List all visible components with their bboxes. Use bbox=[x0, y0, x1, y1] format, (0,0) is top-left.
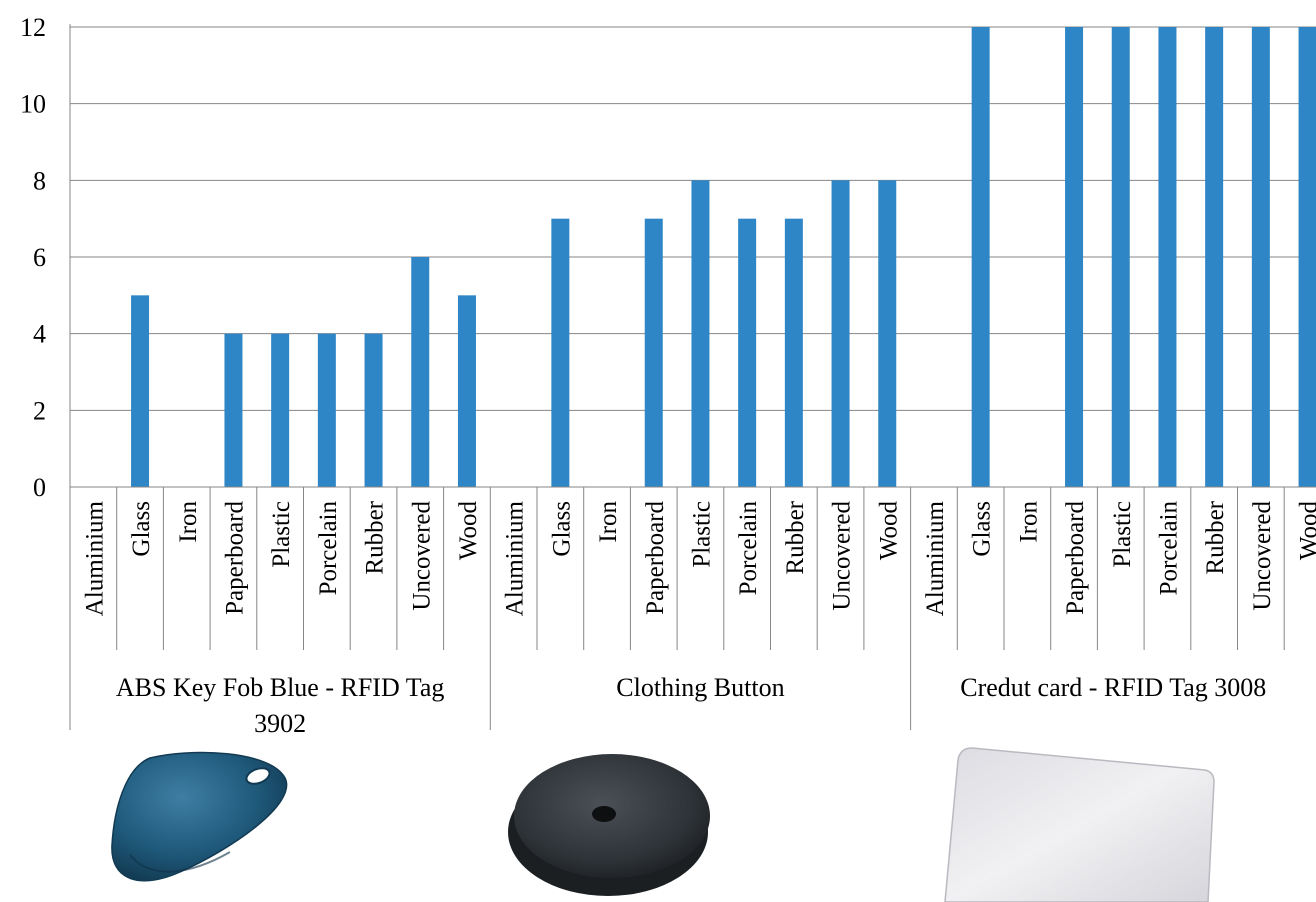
category-label: Plastic bbox=[268, 501, 295, 568]
bar bbox=[1205, 27, 1224, 487]
category-label: Paperboard bbox=[1062, 501, 1089, 615]
clothing-button-photo bbox=[508, 754, 710, 896]
bar bbox=[971, 27, 990, 487]
category-label: Uncovered bbox=[1249, 501, 1276, 611]
category-label: Wood bbox=[1296, 501, 1316, 561]
category-label: Aluminium bbox=[81, 500, 108, 616]
y-tick-label: 2 bbox=[33, 396, 46, 425]
group-label: ABS Key Fob Blue - RFID Tag bbox=[116, 673, 445, 702]
category-label: Plastic bbox=[1109, 501, 1136, 568]
category-label: Porcelain bbox=[1155, 501, 1182, 596]
category-label: Rubber bbox=[362, 500, 389, 574]
category-label: Glass bbox=[969, 501, 996, 557]
bar bbox=[224, 333, 243, 487]
y-tick-label: 8 bbox=[33, 166, 46, 195]
category-label: Iron bbox=[1015, 501, 1042, 543]
bar bbox=[1111, 27, 1130, 487]
axes bbox=[69, 24, 1316, 730]
bar bbox=[691, 180, 710, 488]
category-label: Rubber bbox=[1202, 500, 1229, 574]
category-label: Paperboard bbox=[221, 501, 248, 615]
category-label: Wood bbox=[875, 501, 902, 561]
bar bbox=[131, 295, 150, 487]
y-tick-label: 6 bbox=[33, 243, 46, 272]
bar-chart: 0 2 4 6 8 10 12 Aluminium Glass Iron Paperboard Pla… bbox=[20, 13, 1316, 738]
abs-key-fob-photo bbox=[111, 751, 288, 882]
group-label: Clothing Button bbox=[616, 673, 784, 702]
category-label: Iron bbox=[595, 501, 622, 543]
bars bbox=[131, 27, 1316, 488]
category-label: Porcelain bbox=[315, 501, 342, 596]
category-label: Aluminium bbox=[502, 500, 529, 616]
y-tick-label: 0 bbox=[33, 473, 46, 502]
category-label: Glass bbox=[128, 501, 155, 557]
y-tick-label: 12 bbox=[20, 13, 46, 42]
category-label: Wood bbox=[455, 501, 482, 561]
bar bbox=[271, 333, 290, 487]
y-tick-label: 10 bbox=[20, 90, 46, 119]
bar bbox=[644, 218, 663, 487]
bar bbox=[878, 180, 897, 488]
category-label: Uncovered bbox=[829, 501, 856, 611]
category-label: Aluminium bbox=[922, 500, 949, 616]
group-label: Credut card - RFID Tag 3008 bbox=[960, 673, 1266, 702]
axis-labels: 0 2 4 6 8 10 12 Aluminium Glass Iron Paperboard Pla… bbox=[20, 13, 1316, 738]
product-photos bbox=[111, 747, 1215, 902]
bar bbox=[1298, 27, 1316, 487]
category-label: Rubber bbox=[782, 500, 809, 574]
category-label: Paperboard bbox=[642, 501, 669, 615]
category-label: Glass bbox=[548, 501, 575, 557]
category-label: Porcelain bbox=[735, 501, 762, 596]
bar bbox=[457, 295, 476, 487]
bar bbox=[1251, 27, 1270, 487]
bar bbox=[1065, 27, 1084, 487]
category-label: Iron bbox=[175, 501, 202, 543]
category-label: Plastic bbox=[688, 501, 715, 568]
bar bbox=[364, 333, 383, 487]
bar bbox=[784, 218, 803, 487]
group-label: 3902 bbox=[254, 709, 306, 738]
category-label: Uncovered bbox=[408, 501, 435, 611]
credit-card-photo bbox=[944, 747, 1215, 902]
bar bbox=[738, 218, 757, 487]
bar bbox=[1158, 27, 1177, 487]
y-tick-label: 4 bbox=[33, 320, 46, 349]
bar bbox=[317, 333, 336, 487]
bar bbox=[551, 218, 570, 487]
bar bbox=[831, 180, 850, 488]
bar bbox=[411, 257, 430, 487]
